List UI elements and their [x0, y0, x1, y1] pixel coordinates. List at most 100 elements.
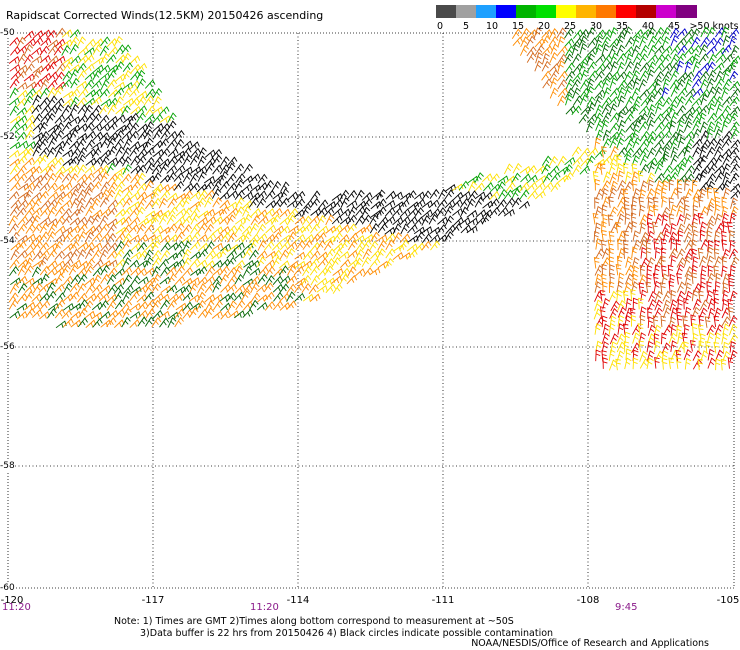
wind-barb: [729, 239, 736, 252]
wind-barb: [114, 308, 125, 318]
wind-barb: [653, 264, 661, 276]
wind-barb: [324, 258, 335, 269]
wind-barb: [257, 215, 269, 225]
wind-barb: [152, 87, 163, 99]
wind-barb: [219, 265, 230, 276]
wind-barb: [667, 264, 674, 277]
wind-barb: [257, 273, 268, 284]
wind-barb: [24, 174, 35, 184]
wind-barb: [361, 256, 372, 268]
wind-barb: [287, 191, 299, 201]
wind-barb: [204, 307, 215, 318]
wind-barb: [168, 293, 180, 302]
wind-barb: [557, 87, 569, 98]
longitude-label: -114: [286, 595, 310, 606]
wind-barb: [676, 37, 687, 47]
wind-barb: [729, 349, 738, 362]
wind-barb: [721, 265, 728, 278]
wind-barb: [40, 207, 51, 217]
wind-barb: [250, 208, 262, 218]
wind-barb: [323, 240, 334, 251]
wind-barb: [646, 188, 656, 200]
wind-barb: [145, 308, 156, 319]
wind-barb: [9, 105, 20, 116]
wind-barb: [654, 26, 665, 38]
wind-barb: [62, 232, 73, 242]
wind-barb: [608, 349, 616, 362]
wind-barb: [654, 95, 665, 106]
wind-barb: [302, 250, 314, 261]
wind-barb: [70, 197, 80, 209]
wind-barb: [234, 259, 245, 269]
wind-barb: [676, 129, 685, 141]
wind-barb: [130, 105, 142, 115]
wind-barb: [309, 215, 320, 225]
wind-barb: [728, 315, 738, 327]
wind-barb: [76, 189, 87, 200]
wind-barb: [676, 119, 685, 132]
wind-barb: [219, 226, 231, 235]
wind-barb: [706, 215, 716, 227]
colorbar-label: 45: [667, 21, 681, 32]
wind-barb: [623, 247, 629, 259]
colorbar-label: 10: [485, 21, 499, 32]
wind-barb: [107, 115, 118, 125]
wind-barb: [661, 332, 667, 345]
wind-barb: [647, 147, 657, 159]
wind-barb: [579, 94, 589, 106]
wind-barb: [699, 121, 709, 133]
wind-barb: [17, 215, 29, 226]
wind-barb: [39, 300, 51, 310]
wind-barb: [421, 215, 431, 226]
wind-barb: [653, 280, 661, 293]
wind-barb: [498, 188, 508, 200]
wind-barb: [70, 302, 82, 311]
wind-barb: [197, 222, 208, 233]
wind-barb: [353, 235, 365, 243]
wind-barb: [511, 197, 522, 208]
wind-barb: [683, 204, 690, 216]
wind-barb: [639, 358, 650, 369]
wind-barb: [129, 216, 141, 226]
wind-barb: [85, 225, 97, 235]
wind-barb: [9, 63, 21, 72]
wind-barb: [722, 341, 730, 354]
wind-barb: [107, 207, 118, 217]
wind-barb: [226, 283, 238, 293]
wind-barb: [676, 187, 683, 199]
wind-barb: [69, 208, 81, 218]
wind-barb: [17, 234, 29, 243]
wind-barb: [730, 189, 740, 199]
wind-barb: [728, 28, 740, 38]
wind-barb: [609, 27, 619, 39]
wind-barb: [83, 104, 93, 116]
wind-barb: [511, 28, 522, 39]
wind-barb: [212, 164, 223, 175]
wind-barb: [729, 230, 735, 242]
wind-barb: [615, 358, 621, 371]
note-line-1: Note: 1) Times are GMT 2)Times along bot…: [114, 616, 514, 627]
wind-barb: [106, 317, 117, 327]
wind-barb: [317, 225, 329, 234]
wind-barb: [594, 323, 602, 335]
wind-barb: [175, 207, 187, 217]
wind-barb: [429, 208, 441, 218]
wind-barb: [212, 188, 222, 199]
wind-barb: [638, 105, 650, 115]
wind-barb: [256, 223, 267, 235]
wind-barb: [572, 53, 582, 64]
wind-barb: [189, 258, 201, 268]
wind-barb: [114, 129, 125, 141]
wind-barb: [625, 171, 633, 183]
wind-barb: [92, 131, 104, 141]
wind-barb: [691, 105, 703, 116]
wind-barb: [136, 182, 148, 193]
wind-barb: [617, 95, 626, 107]
wind-barb: [63, 318, 74, 328]
wind-barb: [211, 259, 223, 269]
wind-barb: [660, 238, 667, 251]
wind-barb: [310, 250, 321, 260]
wind-barb: [646, 273, 652, 286]
wind-barb: [520, 36, 530, 48]
wind-barb: [697, 324, 704, 336]
